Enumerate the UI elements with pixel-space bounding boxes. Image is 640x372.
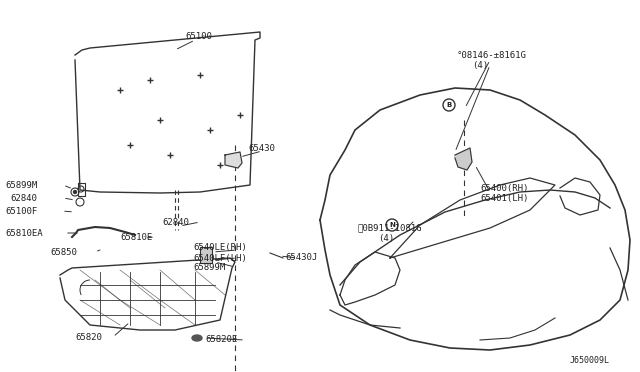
Text: J650009L: J650009L [570,356,610,365]
Text: ⑀0B911-1081G: ⑀0B911-1081G [358,224,422,232]
Polygon shape [225,152,242,168]
Text: B: B [446,102,452,108]
Text: 62840: 62840 [162,218,189,227]
Polygon shape [455,148,472,170]
Ellipse shape [192,335,202,341]
Text: N: N [389,222,395,228]
Text: 6540LF(LH): 6540LF(LH) [193,254,247,263]
Text: 65100: 65100 [185,32,212,41]
Text: 65820E: 65820E [205,336,237,344]
Text: 65810EA: 65810EA [5,228,43,237]
Bar [200,247,212,263]
Text: 65899M: 65899M [193,263,225,272]
Text: °08146-±8161G: °08146-±8161G [457,51,527,60]
Text: 65100F: 65100F [5,206,37,215]
Text: 65850: 65850 [50,247,77,257]
Circle shape [74,190,77,193]
Text: 62840: 62840 [10,193,37,202]
Text: 65430J: 65430J [285,253,317,263]
Text: 6540LE(RH): 6540LE(RH) [193,243,247,251]
Text: (4): (4) [378,234,394,243]
Text: 65400(RH): 65400(RH) [480,183,529,192]
Text: 65401(LH): 65401(LH) [480,193,529,202]
Text: (4): (4) [472,61,488,70]
Text: 65810E: 65810E [120,232,152,241]
Text: 65430: 65430 [248,144,275,153]
Text: 65820: 65820 [75,333,102,341]
Text: 65899M: 65899M [5,180,37,189]
